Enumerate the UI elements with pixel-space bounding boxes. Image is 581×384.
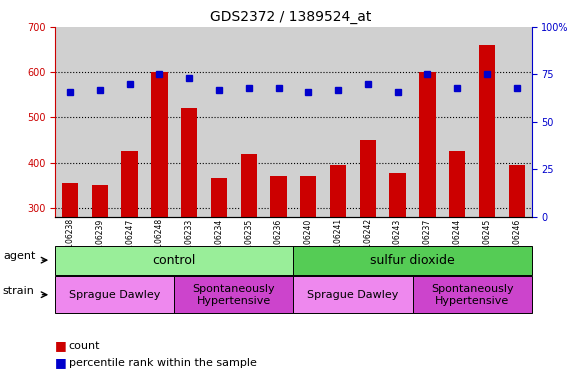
Text: Sprague Dawley: Sprague Dawley (307, 290, 399, 300)
Text: agent: agent (3, 251, 35, 262)
Text: GDS2372 / 1389524_at: GDS2372 / 1389524_at (210, 10, 371, 23)
Bar (62, 183, 78, 217)
Bar (330, 165, 346, 217)
Text: control: control (153, 254, 196, 266)
Bar (270, 176, 286, 217)
Text: sulfur dioxide: sulfur dioxide (370, 254, 455, 266)
Bar (300, 176, 317, 217)
Bar (151, 72, 167, 217)
Bar (121, 151, 138, 217)
Bar (360, 140, 376, 217)
Bar (419, 72, 436, 217)
Text: Spontaneously
Hypertensive: Spontaneously Hypertensive (192, 284, 275, 306)
Bar (181, 108, 198, 217)
Text: ■: ■ (55, 339, 67, 352)
Bar (449, 151, 465, 217)
Bar (508, 165, 525, 217)
Bar (389, 173, 406, 217)
Text: count: count (69, 341, 100, 351)
Text: Sprague Dawley: Sprague Dawley (69, 290, 160, 300)
Text: ■: ■ (55, 356, 67, 369)
Text: strain: strain (3, 286, 35, 296)
Bar (479, 45, 495, 217)
Text: percentile rank within the sample: percentile rank within the sample (69, 358, 256, 368)
Bar (241, 154, 257, 217)
Bar (92, 185, 108, 217)
Text: Spontaneously
Hypertensive: Spontaneously Hypertensive (431, 284, 514, 306)
Bar (211, 179, 227, 217)
